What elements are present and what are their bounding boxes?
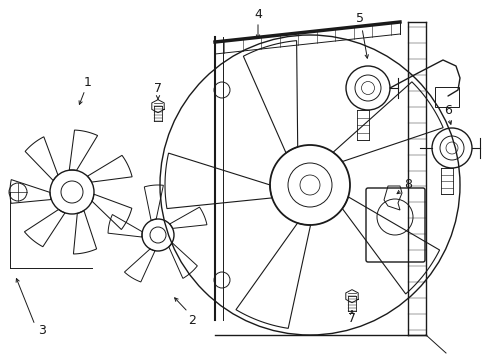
Text: 8: 8 [403, 179, 411, 192]
Text: 4: 4 [254, 8, 262, 21]
Text: 2: 2 [188, 314, 196, 327]
Text: 1: 1 [84, 76, 92, 89]
Text: 7: 7 [347, 311, 355, 324]
Text: 6: 6 [443, 104, 451, 117]
Text: 3: 3 [38, 324, 46, 337]
Text: 7: 7 [154, 81, 162, 94]
Text: 5: 5 [355, 12, 363, 24]
